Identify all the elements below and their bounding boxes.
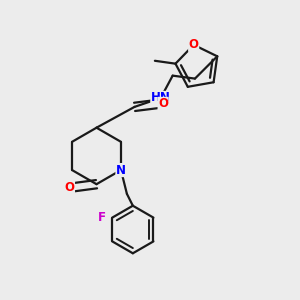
Text: HN: HN	[151, 92, 171, 104]
Text: N: N	[116, 164, 126, 177]
Text: O: O	[158, 98, 168, 110]
Text: F: F	[98, 211, 106, 224]
Text: O: O	[64, 181, 74, 194]
Text: O: O	[189, 38, 199, 51]
